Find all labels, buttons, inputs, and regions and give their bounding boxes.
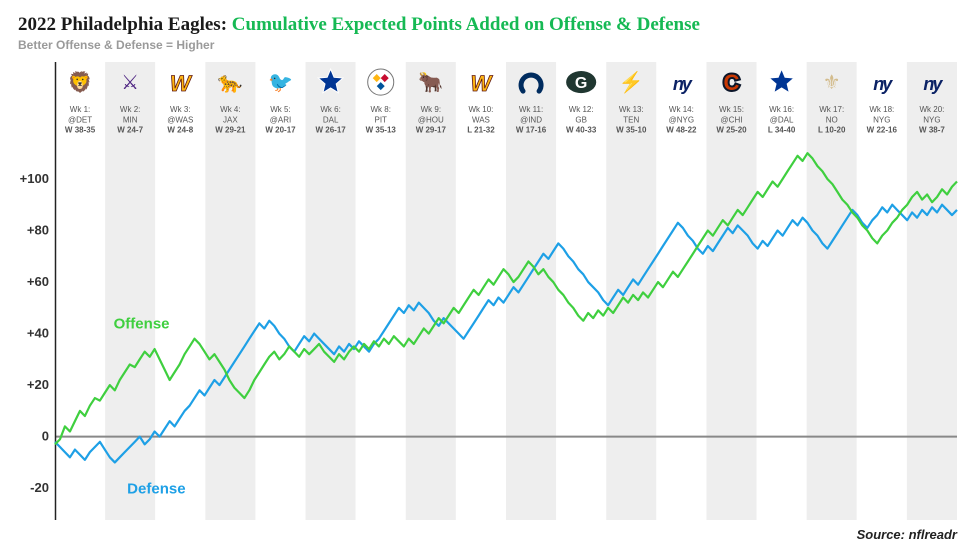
svg-text:NYG: NYG (873, 115, 890, 124)
svg-text:W 48-22: W 48-22 (666, 125, 697, 134)
svg-text:Offense: Offense (114, 315, 170, 332)
svg-text:NYG: NYG (923, 115, 940, 124)
svg-text:Wk 8:: Wk 8: (370, 105, 390, 114)
svg-text:Wk 10:: Wk 10: (468, 105, 493, 114)
svg-text:Wk 1:: Wk 1: (70, 105, 90, 114)
svg-text:+60: +60 (27, 274, 49, 289)
svg-text:TEN: TEN (623, 115, 639, 124)
svg-text:W 26-17: W 26-17 (315, 125, 346, 134)
title-metric: Cumulative Expected Points Added on Offe… (232, 14, 700, 35)
svg-text:Wk 20:: Wk 20: (919, 105, 944, 114)
svg-text:@IND: @IND (520, 115, 542, 124)
svg-text:Wk 18:: Wk 18: (869, 105, 894, 114)
svg-text:Wk 14:: Wk 14: (669, 105, 694, 114)
svg-text:+80: +80 (27, 223, 49, 238)
svg-text:Defense: Defense (127, 480, 185, 497)
svg-text:W: W (471, 71, 494, 96)
svg-text:Wk 17:: Wk 17: (819, 105, 844, 114)
svg-text:W 29-17: W 29-17 (416, 125, 447, 134)
svg-text:W 25-20: W 25-20 (716, 125, 747, 134)
svg-text:DAL: DAL (323, 115, 339, 124)
svg-text:Wk 11:: Wk 11: (519, 105, 543, 114)
svg-text:@DET: @DET (68, 115, 92, 124)
svg-text:W 38-7: W 38-7 (919, 125, 945, 134)
svg-text:L 21-32: L 21-32 (467, 125, 495, 134)
svg-text:Wk 4:: Wk 4: (220, 105, 240, 114)
svg-text:-20: -20 (30, 480, 49, 495)
svg-text:Wk 16:: Wk 16: (769, 105, 794, 114)
svg-text:W 40-33: W 40-33 (566, 125, 597, 134)
svg-text:⚡: ⚡ (619, 70, 644, 95)
svg-text:ny: ny (923, 74, 943, 94)
svg-text:GB: GB (575, 115, 587, 124)
svg-text:L 10-20: L 10-20 (818, 125, 846, 134)
svg-text:W 24-7: W 24-7 (117, 125, 143, 134)
title-team: 2022 Philadelphia Eagles: (18, 14, 232, 35)
svg-text:@DAL: @DAL (770, 115, 794, 124)
svg-text:MIN: MIN (123, 115, 138, 124)
svg-text:W 38-35: W 38-35 (65, 125, 96, 134)
svg-text:C: C (724, 70, 740, 95)
subtitle: Better Offense & Defense = Higher (18, 38, 957, 52)
svg-text:W 24-8: W 24-8 (167, 125, 193, 134)
svg-text:@CHI: @CHI (721, 115, 743, 124)
chart-area: 🦁 Wk 1:@DETW 38-35 ⚔ Wk 2:MINW 24-7 W Wk 3:@W… (55, 62, 957, 520)
svg-text:W: W (170, 71, 193, 96)
svg-text:🐆: 🐆 (218, 72, 243, 94)
svg-text:Wk 2:: Wk 2: (120, 105, 140, 114)
svg-text:@WAS: @WAS (167, 115, 193, 124)
svg-text:W 29-21: W 29-21 (215, 125, 246, 134)
svg-text:+20: +20 (27, 377, 49, 392)
svg-text:W 22-16: W 22-16 (867, 125, 898, 134)
svg-text:Wk 3:: Wk 3: (170, 105, 190, 114)
svg-text:+100: +100 (20, 171, 49, 186)
svg-text:NO: NO (826, 115, 838, 124)
svg-text:Wk 6:: Wk 6: (320, 105, 340, 114)
svg-text:W 35-13: W 35-13 (366, 125, 397, 134)
svg-text:⚜: ⚜ (823, 72, 841, 94)
svg-text:0: 0 (42, 429, 49, 444)
svg-text:Wk 13:: Wk 13: (619, 105, 644, 114)
svg-text:Wk 15:: Wk 15: (719, 105, 744, 114)
svg-text:@ARI: @ARI (270, 115, 291, 124)
svg-text:ny: ny (873, 74, 893, 94)
svg-text:WAS: WAS (472, 115, 490, 124)
svg-text:L 34-40: L 34-40 (768, 125, 796, 134)
svg-text:G: G (575, 74, 587, 92)
svg-text:⚔: ⚔ (121, 72, 139, 94)
source-value: nflreadr (909, 527, 957, 542)
svg-text:JAX: JAX (223, 115, 238, 124)
svg-text:Wk 12:: Wk 12: (569, 105, 594, 114)
svg-text:W 35-10: W 35-10 (616, 125, 647, 134)
svg-text:Wk 5:: Wk 5: (270, 105, 290, 114)
svg-text:PIT: PIT (374, 115, 387, 124)
svg-text:ny: ny (673, 74, 693, 94)
svg-text:W 17-16: W 17-16 (516, 125, 547, 134)
svg-text:Wk 9:: Wk 9: (421, 105, 441, 114)
svg-text:🦁: 🦁 (68, 70, 93, 94)
svg-text:W 20-17: W 20-17 (265, 125, 296, 134)
svg-text:@NYG: @NYG (669, 115, 694, 124)
svg-text:🐂: 🐂 (418, 72, 443, 94)
svg-text:+40: +40 (27, 326, 49, 341)
source-label: Source: (857, 527, 909, 542)
svg-text:🐦: 🐦 (268, 72, 293, 94)
svg-text:@HOU: @HOU (418, 115, 444, 124)
